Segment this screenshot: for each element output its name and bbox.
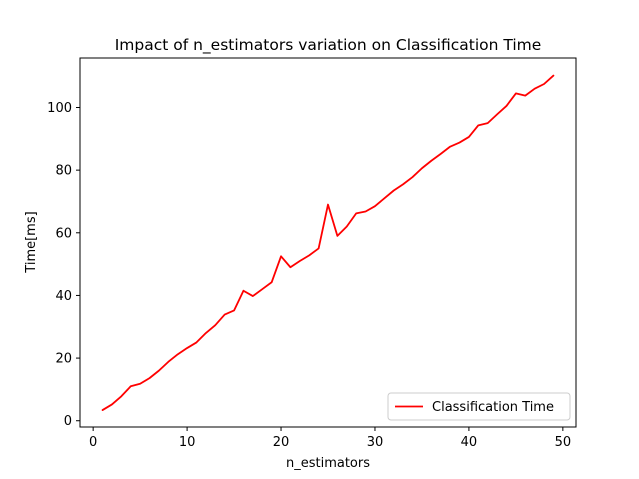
legend: Classification Time (387, 392, 571, 421)
x-tick-label: 0 (89, 435, 97, 450)
plot-frame (79, 57, 577, 428)
y-tick-label: 60 (55, 226, 72, 241)
y-ticks: 0 20 40 60 80 100 (47, 101, 80, 429)
y-tick-label: 0 (64, 414, 72, 429)
chart-title: Impact of n_estimators variation on Clas… (115, 36, 542, 55)
x-tick-label: 20 (273, 435, 290, 450)
series-line-classification-time (101, 74, 555, 411)
y-tick-label: 100 (47, 101, 72, 116)
y-axis-label: Time[ms] (24, 211, 39, 273)
x-tick-label: 10 (179, 435, 196, 450)
plot-area (80, 58, 576, 427)
x-ticks: 0 10 20 30 40 50 (89, 427, 571, 450)
legend-box (387, 392, 571, 421)
x-axis-label: n_estimators (286, 456, 370, 471)
legend-label: Classification Time (432, 400, 554, 415)
x-tick-label: 30 (367, 435, 384, 450)
y-tick-label: 80 (55, 164, 72, 179)
x-tick-label: 50 (555, 435, 572, 450)
y-tick-label: 20 (55, 352, 72, 367)
y-tick-label: 40 (55, 289, 72, 304)
series-layer (101, 74, 555, 411)
x-tick-label: 40 (461, 435, 478, 450)
